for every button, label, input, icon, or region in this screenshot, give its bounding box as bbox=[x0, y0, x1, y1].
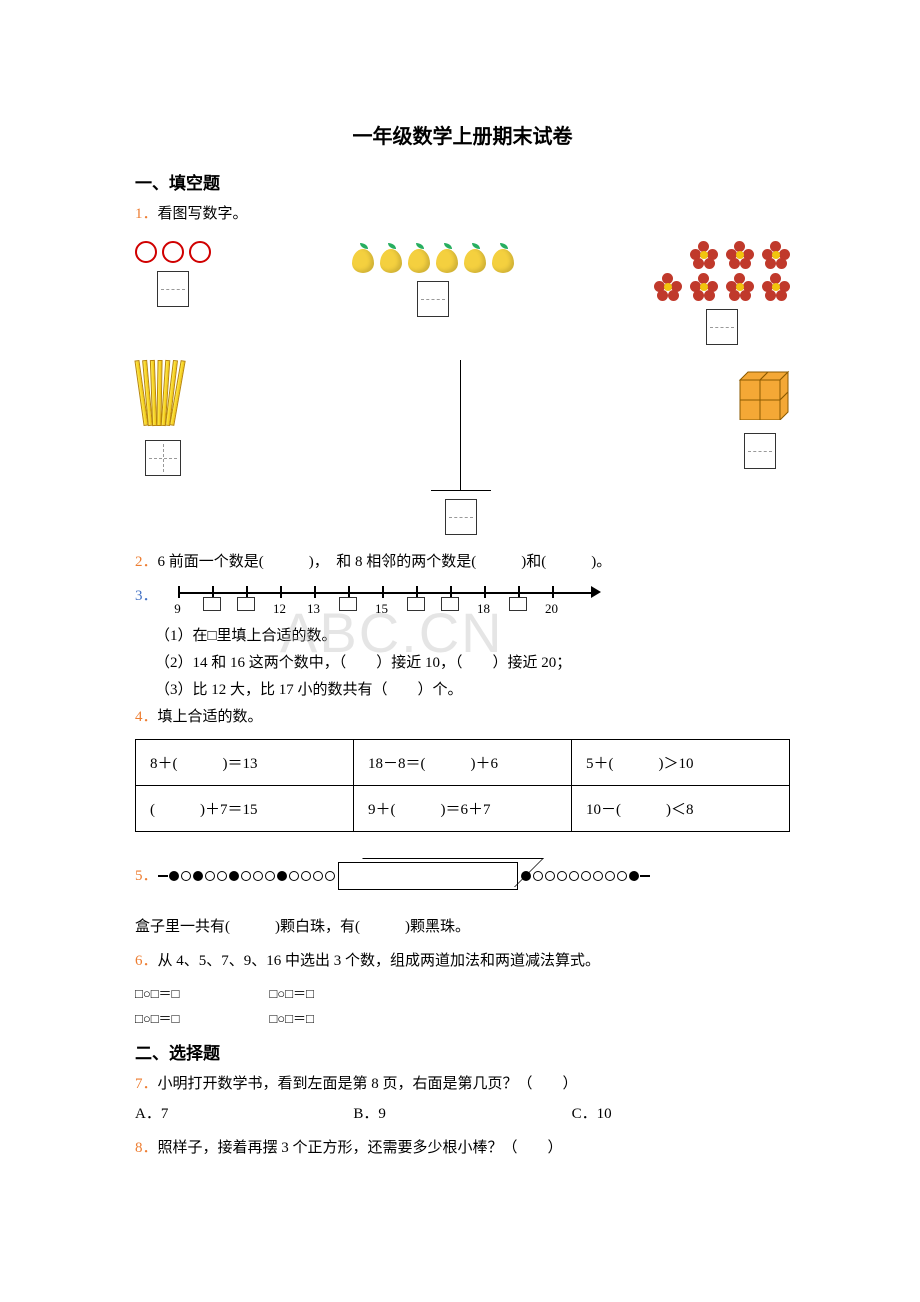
q6-text: 从 4、5、7、9、16 中选出 3 个数，组成两道加法和两道减法算式。 bbox=[158, 953, 601, 969]
flower-icon bbox=[726, 241, 754, 269]
q1-images-row2 bbox=[135, 360, 790, 540]
answer-box[interactable] bbox=[744, 433, 776, 469]
pear-icon bbox=[350, 241, 376, 273]
question-2: 2．6 前面一个数是( )， 和 8 相邻的两个数是( )和( )。 bbox=[135, 550, 790, 574]
q1-pears-item bbox=[350, 241, 516, 350]
table-cell[interactable]: 5＋( )＞10 bbox=[572, 740, 790, 786]
answer-box[interactable] bbox=[157, 271, 189, 307]
circle-icon bbox=[189, 241, 211, 263]
pear-icon bbox=[406, 241, 432, 273]
option-a[interactable]: A．7 bbox=[135, 1102, 353, 1126]
pear-icon bbox=[434, 241, 460, 273]
pear-icon bbox=[378, 241, 404, 273]
q1-text: 看图写数字。 bbox=[158, 206, 248, 222]
flower-icon bbox=[726, 273, 754, 301]
equation-blank[interactable]: □○□＝□ bbox=[269, 1008, 313, 1027]
q3-sub2: （2）14 和 16 这两个数中，（ ）接近 10，（ ）接近 20； bbox=[155, 651, 790, 672]
option-c[interactable]: C．10 bbox=[572, 1102, 790, 1126]
answer-box[interactable] bbox=[145, 440, 181, 476]
q5-text: 盒子里一共有( )颗白珠，有( )颗黑珠。 bbox=[135, 915, 790, 939]
circles-group bbox=[135, 241, 211, 263]
q7-options: A．7 B．9 C．10 bbox=[135, 1102, 790, 1126]
table-cell[interactable]: 8＋( )＝13 bbox=[136, 740, 354, 786]
table-cell[interactable]: 9＋( )＝6＋7 bbox=[354, 786, 572, 832]
q7-number: 7． bbox=[135, 1076, 158, 1092]
table-row: 8＋( )＝13 18－8＝( )＋6 5＋( )＞10 bbox=[136, 740, 790, 786]
vertical-line-icon bbox=[460, 360, 461, 490]
bead-box-icon bbox=[338, 862, 518, 890]
q1-flowers-item bbox=[654, 241, 790, 350]
q1-circles-item bbox=[135, 241, 211, 350]
q1-cube-item bbox=[730, 360, 790, 540]
answer-box[interactable] bbox=[417, 281, 449, 317]
equation-blank[interactable]: □○□＝□ bbox=[269, 983, 313, 1002]
flower-icon bbox=[654, 273, 682, 301]
q5-number: 5． bbox=[135, 864, 158, 888]
pears-group bbox=[350, 241, 516, 273]
equation-blank[interactable]: □○□＝□ bbox=[135, 1008, 179, 1027]
table-cell[interactable]: 18－8＝( )＋6 bbox=[354, 740, 572, 786]
q2-number: 2． bbox=[135, 554, 158, 570]
pear-icon bbox=[490, 241, 516, 273]
page-title: 一年级数学上册期末试卷 bbox=[135, 120, 790, 149]
question-7: 7．小明打开数学书，看到左面是第 8 页，右面是第几页？（ ） A．7 B．9 … bbox=[135, 1072, 790, 1126]
q1-images-row1 bbox=[135, 241, 790, 350]
question-4: 4．填上合适的数。 bbox=[135, 705, 790, 729]
pear-icon bbox=[462, 241, 488, 273]
question-6: 6．从 4、5、7、9、16 中选出 3 个数，组成两道加法和两道减法算式。 bbox=[135, 949, 790, 973]
cube-icon bbox=[730, 360, 790, 420]
section-1-header: 一、填空题 bbox=[135, 169, 790, 194]
q6-equations-row2: □○□＝□ □○□＝□ bbox=[135, 1008, 790, 1027]
question-3: 3． 91213151820 bbox=[135, 584, 790, 614]
question-5: 5． bbox=[135, 847, 790, 905]
answer-box[interactable] bbox=[706, 309, 738, 345]
sticks-icon bbox=[135, 360, 191, 432]
q4-number: 4． bbox=[135, 709, 158, 725]
q8-text: 照样子，接着再摆 3 个正方形，还需要多少根小棒？（ ） bbox=[158, 1140, 563, 1156]
q3-number: 3． bbox=[135, 584, 158, 608]
table-row: ( )＋7＝15 9＋( )＝6＋7 10－( )＜8 bbox=[136, 786, 790, 832]
q8-number: 8． bbox=[135, 1140, 158, 1156]
question-1: 1．看图写数字。 bbox=[135, 202, 790, 226]
circle-icon bbox=[135, 241, 157, 263]
q1-sticks-item bbox=[135, 360, 191, 540]
flower-icon bbox=[762, 273, 790, 301]
table-cell[interactable]: ( )＋7＝15 bbox=[136, 786, 354, 832]
q1-line-item bbox=[431, 360, 491, 540]
flower-icon bbox=[762, 241, 790, 269]
q4-text: 填上合适的数。 bbox=[158, 709, 263, 725]
flower-icon bbox=[690, 241, 718, 269]
question-8: 8．照样子，接着再摆 3 个正方形，还需要多少根小棒？（ ） bbox=[135, 1136, 790, 1160]
q3-sub3: （3）比 12 大，比 17 小的数共有（ ）个。 bbox=[155, 678, 790, 699]
q6-number: 6． bbox=[135, 953, 158, 969]
table-cell[interactable]: 10－( )＜8 bbox=[572, 786, 790, 832]
section-2-header: 二、选择题 bbox=[135, 1039, 790, 1064]
q7-text: 小明打开数学书，看到左面是第 8 页，右面是第几页？（ ） bbox=[158, 1076, 578, 1092]
q2-text: 6 前面一个数是( )， 和 8 相邻的两个数是( )和( )。 bbox=[158, 554, 612, 570]
flower-icon bbox=[690, 273, 718, 301]
q6-equations-row1: □○□＝□ □○□＝□ bbox=[135, 983, 790, 1002]
q3-sub1: （1）在□里填上合适的数。 bbox=[155, 624, 790, 645]
beads-diagram bbox=[158, 862, 650, 890]
answer-box[interactable] bbox=[445, 499, 477, 535]
q4-table: 8＋( )＝13 18－8＝( )＋6 5＋( )＞10 ( )＋7＝15 9＋… bbox=[135, 739, 790, 832]
q1-number: 1． bbox=[135, 206, 158, 222]
circle-icon bbox=[162, 241, 184, 263]
option-b[interactable]: B．9 bbox=[353, 1102, 571, 1126]
flowers-group bbox=[654, 241, 790, 301]
equation-blank[interactable]: □○□＝□ bbox=[135, 983, 179, 1002]
